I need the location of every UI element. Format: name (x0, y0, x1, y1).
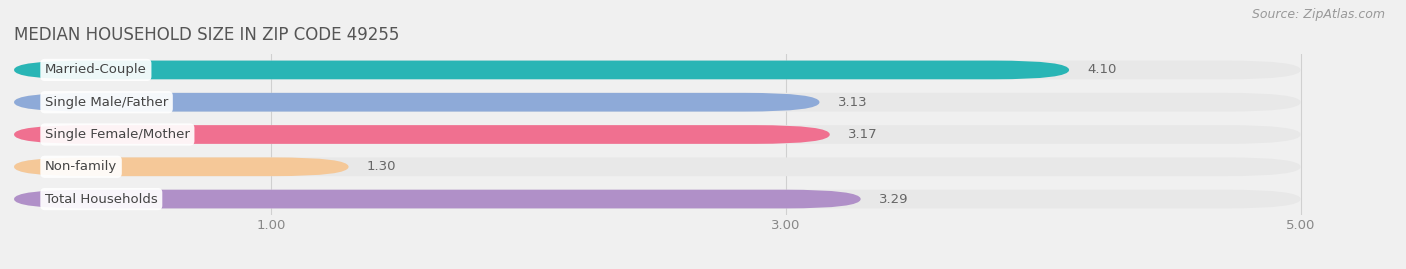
Text: Single Female/Mother: Single Female/Mother (45, 128, 190, 141)
FancyBboxPatch shape (14, 157, 349, 176)
Text: MEDIAN HOUSEHOLD SIZE IN ZIP CODE 49255: MEDIAN HOUSEHOLD SIZE IN ZIP CODE 49255 (14, 26, 399, 44)
Text: 3.13: 3.13 (838, 96, 868, 109)
Text: Total Households: Total Households (45, 193, 157, 206)
Text: 3.29: 3.29 (879, 193, 908, 206)
FancyBboxPatch shape (14, 61, 1301, 79)
FancyBboxPatch shape (14, 157, 1301, 176)
FancyBboxPatch shape (14, 125, 1301, 144)
Text: 4.10: 4.10 (1087, 63, 1116, 76)
Text: Single Male/Father: Single Male/Father (45, 96, 169, 109)
Text: Non-family: Non-family (45, 160, 117, 173)
Text: Married-Couple: Married-Couple (45, 63, 146, 76)
Text: 1.30: 1.30 (367, 160, 396, 173)
FancyBboxPatch shape (14, 190, 860, 208)
FancyBboxPatch shape (14, 190, 1301, 208)
FancyBboxPatch shape (14, 93, 820, 112)
FancyBboxPatch shape (14, 125, 830, 144)
Text: 3.17: 3.17 (848, 128, 877, 141)
FancyBboxPatch shape (14, 93, 1301, 112)
FancyBboxPatch shape (14, 61, 1069, 79)
Text: Source: ZipAtlas.com: Source: ZipAtlas.com (1251, 8, 1385, 21)
